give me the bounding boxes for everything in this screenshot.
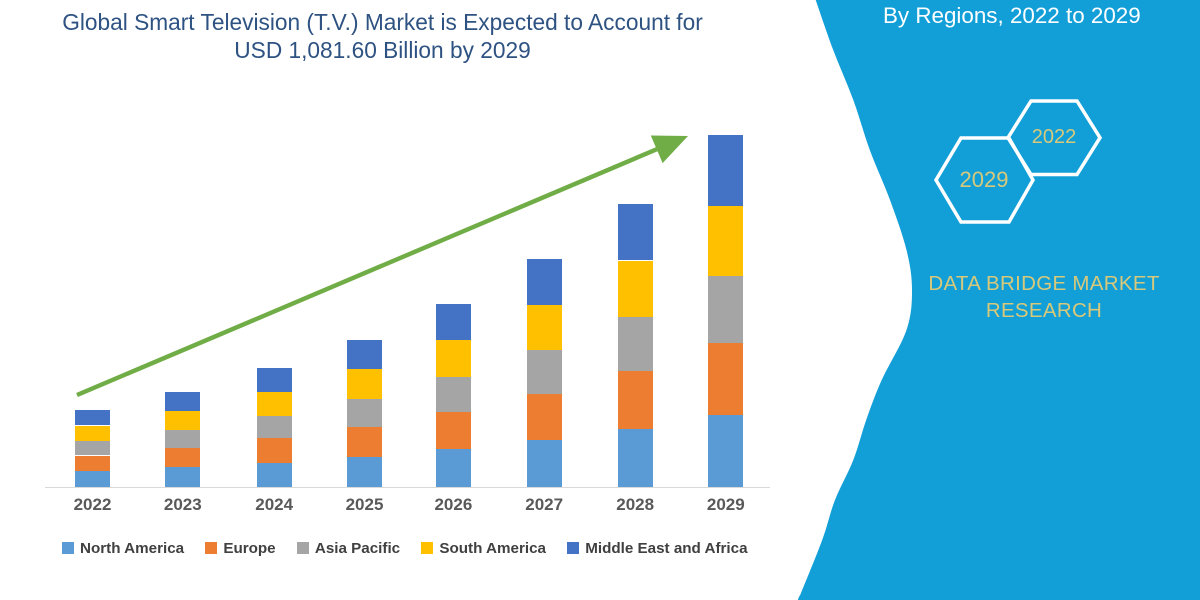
svg-text:2022: 2022 [1032,126,1077,148]
svg-text:2029: 2029 [960,167,1009,192]
